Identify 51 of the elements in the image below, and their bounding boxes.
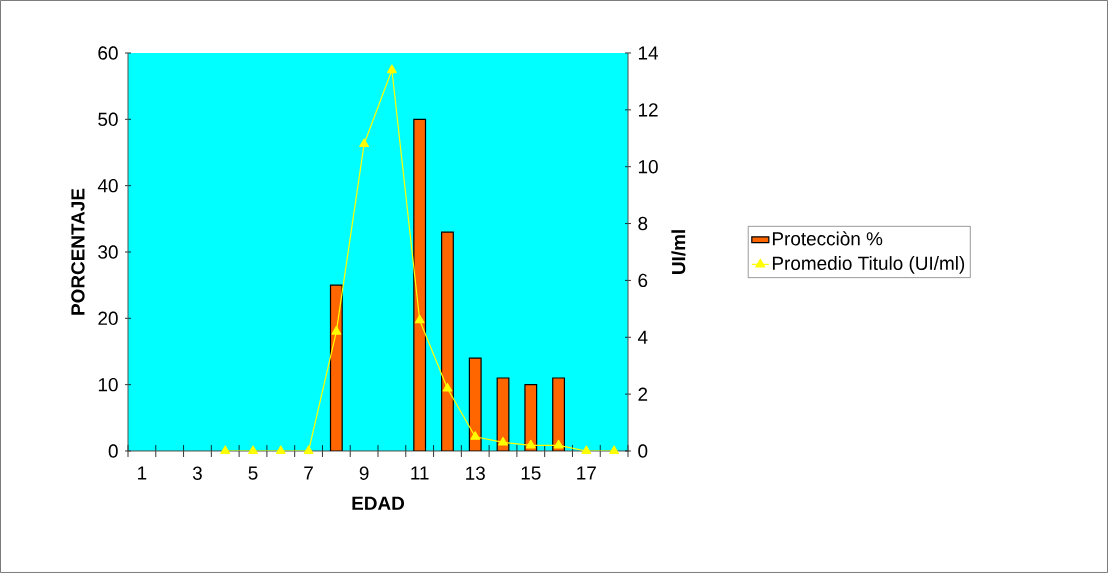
y2-tick-label: 8	[638, 216, 648, 231]
bar	[468, 357, 482, 451]
x-tick-label: 15	[521, 466, 541, 480]
legend-label: Protecciòn %	[772, 231, 883, 246]
y2-tick-label: 0	[638, 444, 648, 458]
x-tick-label: 9	[359, 466, 369, 480]
y-tick-label: 50	[98, 112, 118, 127]
point	[386, 64, 397, 74]
y-tick-label: 10	[98, 377, 118, 392]
y2-tick-label: 6	[638, 273, 648, 288]
x-tick-label: 7	[304, 466, 313, 480]
point	[470, 431, 481, 440]
point	[359, 138, 370, 148]
y-tick-label: 20	[98, 311, 118, 326]
x-tick-label: 13	[466, 466, 485, 480]
point	[331, 325, 342, 335]
x-tick-label: 11	[411, 466, 429, 480]
y-tick-label: 60	[98, 46, 118, 60]
point	[525, 439, 536, 449]
y2-tick-label: 2	[638, 387, 648, 401]
y2-tick-label: 14	[638, 46, 659, 60]
x-axis-title: EDAD	[352, 496, 405, 510]
y-tick-label: 30	[98, 245, 118, 259]
point	[553, 439, 564, 449]
y2-axis-title: UI/ml	[671, 230, 686, 274]
point	[303, 445, 314, 455]
point	[498, 436, 508, 446]
bar	[441, 231, 454, 451]
legend-label: Promedio Titulo (UI/ml)	[772, 256, 965, 274]
bar	[413, 118, 427, 451]
x-tick-label: 5	[248, 466, 258, 480]
point	[248, 445, 258, 455]
bar	[552, 377, 565, 451]
point	[275, 445, 286, 455]
x-tick-label: 1	[138, 466, 147, 480]
y2-tick-label: 12	[638, 103, 658, 117]
point	[414, 314, 425, 324]
y-tick-label: 0	[108, 444, 118, 458]
bar	[496, 377, 510, 451]
x-tick-label: 3	[192, 466, 202, 480]
y-axis-title: PORCENTAJE	[71, 188, 85, 315]
y2-tick-label: 10	[638, 160, 658, 174]
y2-tick-label: 4	[637, 330, 648, 344]
bar	[329, 284, 343, 451]
point	[581, 445, 592, 455]
point	[609, 445, 620, 455]
x-tick-label: 17	[577, 466, 596, 480]
point	[220, 445, 231, 455]
y-tick-label: 40	[97, 178, 118, 193]
point	[442, 382, 453, 392]
bar	[524, 384, 538, 451]
